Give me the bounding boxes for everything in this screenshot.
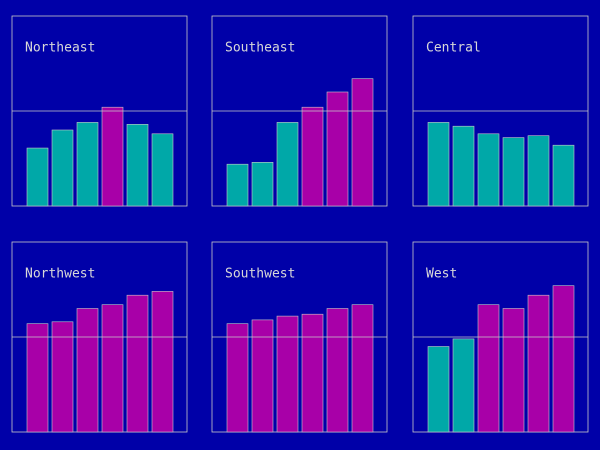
bar: [151, 291, 174, 433]
panel-title: West: [426, 267, 457, 282]
bar: [101, 106, 124, 207]
bar: [351, 304, 374, 433]
bar: [251, 319, 274, 433]
bar: [427, 346, 450, 433]
bar: [427, 122, 450, 207]
bar: [477, 133, 500, 207]
bar: [552, 285, 575, 433]
bar: [26, 147, 49, 207]
bar: [552, 144, 575, 207]
bar: [276, 122, 299, 207]
bar: [151, 133, 174, 207]
bar: [226, 163, 249, 207]
bar: [76, 308, 99, 433]
bar: [126, 294, 149, 433]
bar: [527, 135, 550, 207]
bar: [502, 308, 525, 433]
bar: [126, 124, 149, 207]
bar: [351, 78, 374, 207]
panel-title: Central: [426, 41, 481, 56]
bar: [76, 122, 99, 207]
bar: [226, 323, 249, 433]
bar: [326, 91, 349, 207]
panel-title: Southeast: [225, 41, 295, 56]
bar: [251, 162, 274, 207]
bar: [51, 321, 74, 433]
bar: [477, 304, 500, 433]
bar: [527, 294, 550, 433]
bar: [101, 304, 124, 433]
bar: [502, 137, 525, 207]
bar: [301, 106, 324, 207]
bar: [452, 125, 475, 207]
bar: [26, 323, 49, 433]
panel-title: Southwest: [225, 267, 295, 282]
bar: [301, 313, 324, 433]
panel-title: Northwest: [25, 267, 95, 282]
bar: [452, 338, 475, 433]
bar: [276, 315, 299, 433]
bar: [326, 308, 349, 433]
bar: [51, 129, 74, 207]
panel-title: Northeast: [25, 41, 95, 56]
